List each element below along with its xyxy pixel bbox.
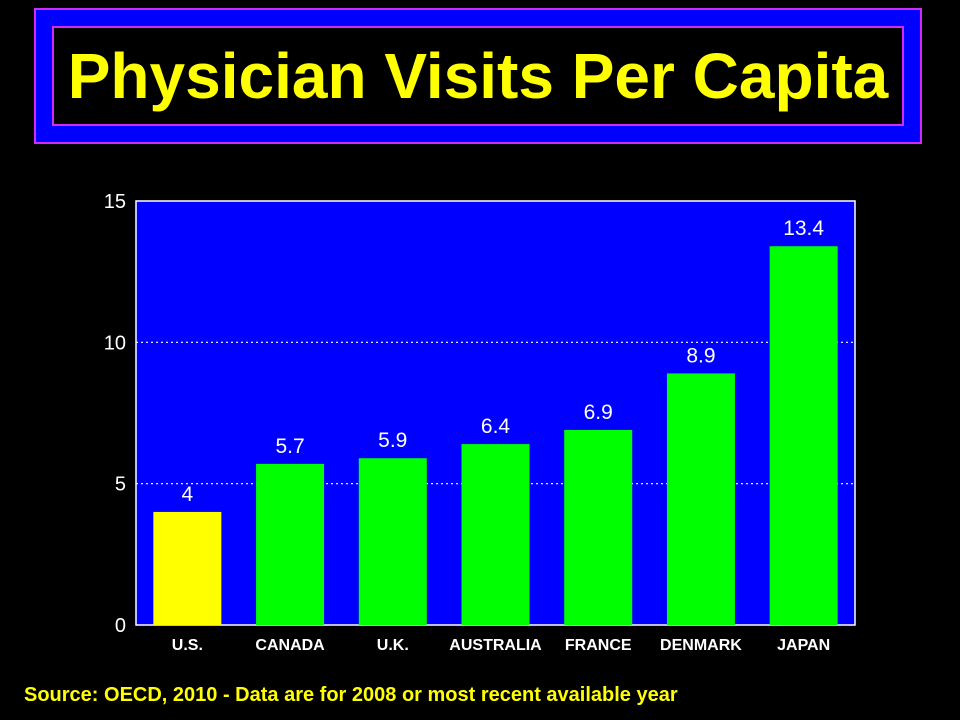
y-tick-label: 15 <box>104 191 126 213</box>
y-axis-ticks: 0 5 10 15 <box>104 191 126 637</box>
data-labels: 4 5.7 5.9 6.4 6.9 8.9 13.4 <box>182 217 825 506</box>
bar-france <box>564 429 633 625</box>
category-label: U.K. <box>377 637 409 654</box>
category-label: DENMARK <box>660 637 742 654</box>
data-label: 6.4 <box>481 415 511 438</box>
data-label: 6.9 <box>584 401 613 424</box>
y-tick-label: 5 <box>115 474 126 496</box>
chart-title: Physician Visits Per Capita <box>67 40 889 112</box>
bars <box>153 246 838 625</box>
x-axis-labels: U.S. CANADA U.K. AUSTRALIA FRANCE DENMARK JAPA… <box>172 637 830 654</box>
bar-australia <box>461 444 530 625</box>
bar-denmark <box>666 373 735 625</box>
bar-uk <box>358 458 427 625</box>
data-label: 5.7 <box>275 435 304 458</box>
title-banner: Physician Visits Per Capita <box>34 8 922 144</box>
bar-japan <box>769 246 838 625</box>
data-label: 5.9 <box>378 429 407 452</box>
category-label: AUSTRALIA <box>449 637 542 654</box>
category-label: CANADA <box>255 637 325 654</box>
category-label: JAPAN <box>777 637 830 654</box>
category-label: U.S. <box>172 637 203 654</box>
data-label: 4 <box>182 483 194 506</box>
data-label: 8.9 <box>686 344 715 367</box>
bar-us <box>153 511 222 625</box>
data-label: 13.4 <box>783 217 824 240</box>
title-panel: Physician Visits Per Capita <box>52 26 904 126</box>
source-note: Source: OECD, 2010 - Data are for 2008 o… <box>24 684 678 706</box>
y-tick-label: 0 <box>115 615 126 637</box>
y-tick-label: 10 <box>104 332 126 354</box>
category-label: FRANCE <box>565 637 632 654</box>
bar-canada <box>256 463 325 625</box>
